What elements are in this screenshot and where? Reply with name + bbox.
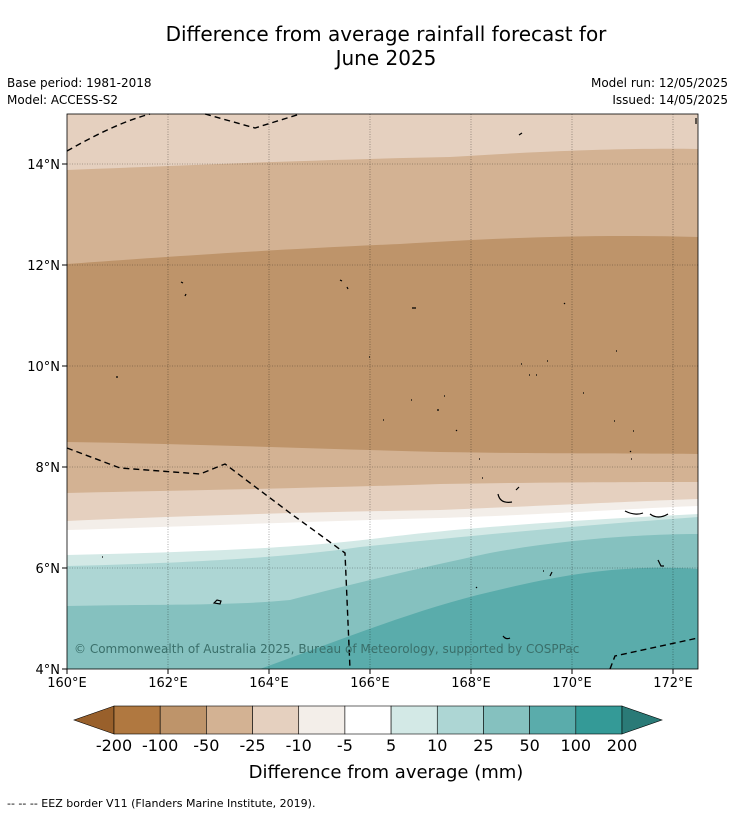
- colorbar-label: -200: [95, 736, 133, 755]
- colorbar-swatch: [483, 705, 530, 735]
- colorbar-swatch: [344, 705, 392, 735]
- x-tick-170e: 170°E: [552, 676, 592, 691]
- x-tick-166e: 166°E: [350, 676, 390, 691]
- colorbar-swatch: [206, 705, 253, 735]
- colorbar-swatch: [298, 705, 346, 735]
- map-frame: [66, 113, 699, 670]
- colorbar-swatch: [390, 705, 438, 735]
- colorbar-label: 5: [385, 736, 397, 755]
- colorbar-extend-low: [73, 705, 115, 735]
- base-period: Base period: 1981-2018: [7, 76, 152, 90]
- colorbar-swatch: [575, 705, 623, 735]
- y-tick-4n: 4°N: [36, 663, 61, 678]
- colorbar-swatch: [529, 705, 577, 735]
- colorbar-label: 50: [519, 736, 540, 755]
- band-pos50-100: [260, 567, 698, 669]
- model-run: Model run: 12/05/2025: [590, 76, 728, 90]
- islands: [102, 118, 697, 640]
- colorbar-label: -10: [285, 736, 312, 755]
- y-tick-8n: 8°N: [36, 461, 61, 476]
- model-name: Model: ACCESS-S2: [7, 93, 119, 107]
- y-tick-6n: 6°N: [36, 562, 61, 577]
- colorbar-label: 100: [560, 736, 592, 755]
- y-tick-14n: 14°N: [27, 158, 60, 173]
- copyright-text: © Commonwealth of Australia 2025, Bureau…: [74, 642, 579, 656]
- eez-borders: [66, 113, 699, 670]
- colorbar-label: 25: [473, 736, 494, 755]
- x-tick-160e: 160°E: [47, 676, 87, 691]
- colorbar-label: -25: [239, 736, 266, 755]
- colorbar-swatch: [113, 705, 161, 735]
- x-tick-172e: 172°E: [653, 676, 693, 691]
- colorbar-swatch: [159, 705, 207, 735]
- y-tick-12n: 12°N: [27, 259, 60, 274]
- colorbar-label: 200: [606, 736, 638, 755]
- eez-footnote: -- -- -- EEZ border V11 (Flanders Marine…: [7, 797, 316, 810]
- x-tick-162e: 162°E: [148, 676, 188, 691]
- colorbar-label: -100: [142, 736, 179, 755]
- colorbar: [73, 705, 663, 735]
- x-tick-168e: 168°E: [451, 676, 491, 691]
- x-axis: 160°E 162°E 164°E 166°E 168°E 170°E 172°…: [47, 669, 693, 691]
- title-line-2: June 2025: [335, 46, 437, 70]
- y-tick-10n: 10°N: [27, 360, 60, 375]
- colorbar-label: -5: [336, 736, 353, 755]
- colorbar-extend-high: [621, 705, 663, 735]
- map-plot-area: [67, 114, 698, 669]
- colorbar-label: -50: [193, 736, 220, 755]
- title-line-1: Difference from average rainfall forecas…: [165, 22, 607, 46]
- colorbar-swatch: [436, 705, 484, 735]
- issued-date: Issued: 14/05/2025: [612, 93, 728, 107]
- x-tick-164e: 164°E: [249, 676, 289, 691]
- y-axis: 14°N 12°N 10°N 8°N 6°N 4°N: [27, 158, 67, 678]
- colorbar-label: 10: [427, 736, 448, 755]
- colorbar-title: Difference from average (mm): [248, 762, 524, 783]
- map-title: Difference from average rainfall forecas…: [68, 22, 704, 70]
- colorbar-swatch: [252, 705, 300, 735]
- grid-lines: [67, 114, 698, 669]
